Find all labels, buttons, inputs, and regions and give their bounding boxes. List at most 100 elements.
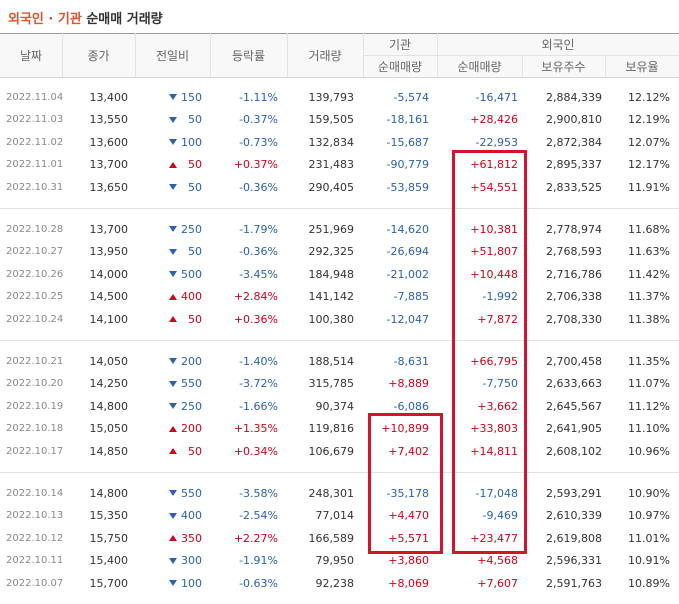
cell: 79,950 <box>315 554 355 567</box>
cell: 100,380 <box>308 312 355 326</box>
cell: -1.79% <box>239 222 278 236</box>
cell: 90,374 <box>315 399 355 413</box>
cell: 2,633,663 <box>546 377 602 390</box>
cell: 50 <box>188 180 202 194</box>
date-cell: 2022.10.25 <box>6 291 64 302</box>
date-cell: 2022.10.13 <box>6 510 64 521</box>
cell: 15,750 <box>89 531 129 545</box>
cell: 13,550 <box>89 113 129 126</box>
date-cell: 2022.10.11 <box>6 555 64 566</box>
cell: 13,950 <box>89 245 129 258</box>
group-divider <box>0 340 679 341</box>
cell: -17,048 <box>475 486 518 500</box>
cell: +7,402 <box>388 444 429 458</box>
cell: -90,779 <box>386 158 429 171</box>
change-arrow <box>169 248 177 255</box>
cell: 11.38% <box>628 312 670 326</box>
cell: +51,807 <box>470 245 518 258</box>
cell: 300 <box>181 554 202 567</box>
cell: 2,700,458 <box>546 354 602 368</box>
cell: +7,607 <box>477 576 518 590</box>
cell: -3.72% <box>239 377 278 390</box>
cell: +4,470 <box>388 509 429 522</box>
date-cell: 2022.11.03 <box>6 114 64 125</box>
cell: +14,811 <box>470 444 518 458</box>
cell: +0.36% <box>233 312 278 326</box>
change-arrow <box>169 490 177 496</box>
date-cell: 2022.10.26 <box>6 268 64 280</box>
cell: 2,641,905 <box>546 422 602 435</box>
cell: 10.89% <box>628 576 670 590</box>
cell: 14,500 <box>89 290 129 303</box>
cell: 500 <box>181 267 202 281</box>
cell: 2,900,810 <box>546 113 602 126</box>
cell: -15,687 <box>386 135 429 149</box>
header-bottom-border <box>0 77 679 78</box>
cell: 100 <box>181 135 202 149</box>
cell: 166,589 <box>308 531 355 545</box>
date-cell: 2022.10.31 <box>6 181 64 193</box>
cell: 10.97% <box>628 509 670 522</box>
header-divider <box>522 55 523 77</box>
cell: 292,325 <box>308 245 355 258</box>
header-divider <box>135 33 136 77</box>
cell: -8,631 <box>393 354 429 368</box>
group-header: 외국인 <box>541 37 575 52</box>
cell: +3,662 <box>477 399 518 413</box>
cell: -1.11% <box>239 90 278 104</box>
column-header: 등락률 <box>231 48 266 63</box>
date-cell: 2022.10.14 <box>6 487 64 499</box>
cell: 200 <box>181 354 202 368</box>
title-highlight: 외국인 · 기관 <box>8 12 82 27</box>
cell: 2,591,763 <box>546 576 602 590</box>
cell: -1.91% <box>239 554 278 567</box>
cell: -5,574 <box>393 90 429 104</box>
cell: 139,793 <box>308 90 355 104</box>
cell: +1.35% <box>233 422 278 435</box>
cell: 119,816 <box>308 422 355 435</box>
cell: -0.63% <box>239 576 278 590</box>
cell: +10,899 <box>381 422 429 435</box>
cell: 14,050 <box>89 354 129 368</box>
cell: 350 <box>181 531 202 545</box>
date-cell: 2022.10.07 <box>6 577 64 589</box>
cell: -0.36% <box>239 245 278 258</box>
cell: -9,469 <box>482 509 518 522</box>
header-top-border <box>0 33 679 34</box>
cell: 13,400 <box>89 90 129 104</box>
cell: 106,679 <box>308 444 355 458</box>
cell: +7,872 <box>477 312 518 326</box>
cell: 2,778,974 <box>546 222 602 236</box>
cell: 2,596,331 <box>546 554 602 567</box>
cell: 50 <box>188 158 202 171</box>
change-arrow <box>169 139 177 145</box>
cell: -0.73% <box>239 135 278 149</box>
cell: 231,483 <box>308 158 355 171</box>
cell: +28,426 <box>470 113 518 126</box>
change-arrow <box>169 293 177 300</box>
cell: 2,593,291 <box>546 486 602 500</box>
cell: -6,086 <box>393 399 429 413</box>
change-arrow <box>169 161 177 168</box>
cell: 141,142 <box>308 290 355 303</box>
cell: 2,608,102 <box>546 444 602 458</box>
cell: 15,350 <box>89 509 129 522</box>
date-cell: 2022.10.18 <box>6 423 64 434</box>
cell: 11.01% <box>628 531 670 545</box>
cell: -1,992 <box>482 290 518 303</box>
date-cell: 2022.10.24 <box>6 313 64 325</box>
change-arrow <box>169 94 177 100</box>
cell: -21,002 <box>386 267 429 281</box>
cell: 159,505 <box>308 113 355 126</box>
cell: -7,750 <box>482 377 518 390</box>
change-arrow <box>169 380 177 387</box>
header-divider <box>287 33 288 77</box>
cell: 10.90% <box>628 486 670 500</box>
header-divider <box>210 33 211 77</box>
cell: 11.37% <box>628 290 670 303</box>
cell: 2,884,339 <box>546 90 602 104</box>
header-divider <box>62 33 63 77</box>
cell: 188,514 <box>308 354 355 368</box>
cell: -18,161 <box>386 113 429 126</box>
change-arrow <box>169 448 177 454</box>
